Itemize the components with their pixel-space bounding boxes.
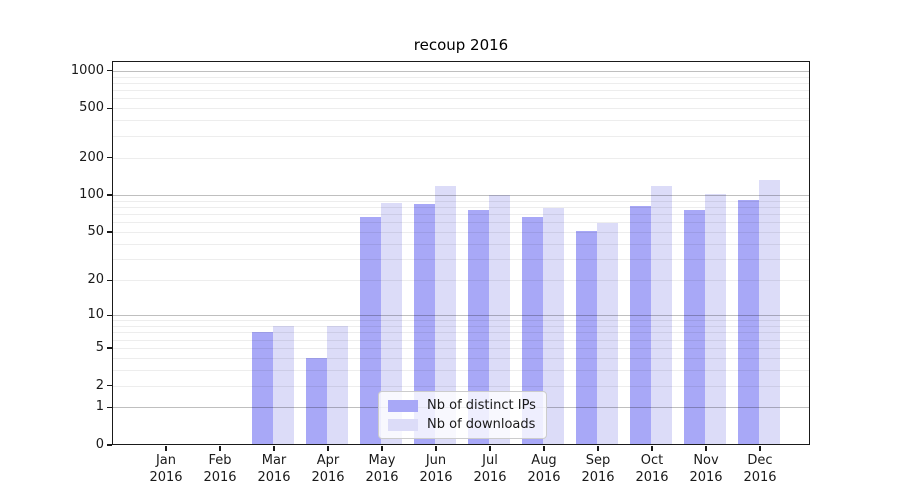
- x-tick-label-jun: Jun 2016: [419, 453, 453, 485]
- x-tick-nov: [705, 446, 707, 451]
- x-tick-label-mar: Mar 2016: [257, 453, 291, 485]
- axes-spines: [112, 61, 810, 445]
- y-tick-label-1000: 1000: [70, 62, 104, 78]
- y-tick-label-1: 1: [95, 399, 104, 415]
- y-tick-label-200: 200: [79, 149, 104, 165]
- x-tick-label-may: May 2016: [365, 453, 399, 485]
- x-tick-may: [381, 446, 383, 451]
- x-tick-label-oct: Oct 2016: [635, 453, 669, 485]
- legend-swatch-distinct-ips: [388, 399, 418, 412]
- x-tick-label-aug: Aug 2016: [527, 453, 561, 485]
- legend-row-distinct-ips: Nb of distinct IPs: [388, 398, 536, 413]
- x-tick-sep: [597, 446, 599, 451]
- legend-row-downloads: Nb of downloads: [388, 417, 536, 432]
- x-tick-apr: [327, 446, 329, 451]
- y-tick-label-0: 0: [95, 437, 104, 452]
- x-tick-feb: [219, 446, 221, 451]
- x-tick-jul: [489, 446, 491, 451]
- legend-swatch-downloads: [388, 418, 418, 431]
- x-tick-label-jan: Jan 2016: [149, 453, 183, 485]
- y-tick-label-10: 10: [87, 307, 104, 323]
- x-tick-label-apr: Apr 2016: [311, 453, 345, 485]
- y-tick-label-20: 20: [87, 272, 104, 288]
- x-tick-jun: [435, 446, 437, 451]
- x-tick-label-nov: Nov 2016: [689, 453, 723, 485]
- x-tick-label-jul: Jul 2016: [473, 453, 507, 485]
- x-tick-mar: [273, 446, 275, 451]
- x-tick-label-sep: Sep 2016: [581, 453, 615, 485]
- legend: Nb of distinct IPs Nb of downloads: [378, 391, 547, 439]
- legend-label-distinct-ips: Nb of distinct IPs: [427, 398, 536, 413]
- x-tick-aug: [543, 446, 545, 451]
- y-tick-label-50: 50: [87, 224, 104, 240]
- x-tick-label-feb: Feb 2016: [203, 453, 237, 485]
- x-tick-jan: [165, 446, 167, 451]
- y-tick-label-100: 100: [79, 187, 104, 203]
- x-tick-dec: [759, 446, 761, 451]
- y-tick-label-5: 5: [95, 339, 104, 355]
- legend-label-downloads: Nb of downloads: [427, 417, 536, 432]
- y-tick-label-2: 2: [95, 377, 104, 393]
- x-tick-label-dec: Dec 2016: [743, 453, 777, 485]
- x-tick-oct: [651, 446, 653, 451]
- chart-title: recoup 2016: [413, 36, 509, 54]
- y-tick-label-500: 500: [79, 100, 104, 116]
